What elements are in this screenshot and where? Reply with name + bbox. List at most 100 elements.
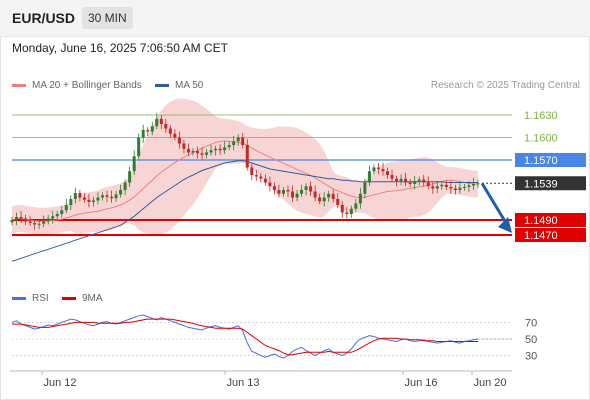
candle-body [408,182,412,184]
candle [313,185,317,202]
candle-body [444,184,448,187]
candle-body [309,186,313,192]
candle [462,184,466,191]
candle-body [55,214,59,217]
level-label-1.1630: 1.1630 [524,110,558,122]
legend-label: MA 50 [175,80,204,91]
candle-body [349,208,353,214]
candle [327,190,331,202]
candle-body [426,182,430,187]
legend-label: 9MA [82,293,103,304]
candle-body [137,137,141,157]
candle-body [191,151,195,153]
forecast-arrow-shaft [480,182,508,224]
candle-body [42,221,46,224]
candle [168,125,172,138]
rsi-line [11,314,479,359]
candle-body [10,220,14,223]
candle-body [449,187,453,189]
candle [37,219,41,229]
candle [15,212,19,226]
forecast-arrow-head [498,217,512,233]
candle-body [245,145,249,168]
candle [345,207,349,219]
legend-label: MA 20 + Bollinger Bands [32,80,142,91]
candle-body [223,147,227,151]
candle-body [214,148,218,151]
x-tick-label: Jun 13 [226,377,259,389]
candle [155,112,159,130]
level-label-box-1.1470 [515,228,586,242]
candle-body [318,197,322,202]
levels-layer: 1.1630 1.1600 1.1570 1.1539 1.1490 1.1470 [12,110,586,242]
candle-body [476,183,480,185]
candle [10,217,14,226]
candle-body [422,179,426,183]
candle [440,181,444,190]
candle [28,216,32,226]
candle-body [354,203,358,209]
candle [318,193,322,205]
candle [209,145,213,156]
candle [286,185,290,197]
candle-body [119,190,123,195]
bollinger-swatch [12,84,26,87]
candle [227,141,231,151]
candle [467,181,471,193]
candle [164,118,168,133]
interval-button[interactable]: 30 MIN [82,7,133,29]
candle [291,185,295,202]
candle-body [150,126,154,132]
candle [417,176,421,186]
candle-body [37,223,41,225]
level-label-1.1490: 1.1490 [524,215,558,227]
candle [408,178,412,187]
candle [390,169,394,182]
candle-body [200,153,204,155]
candle-body [91,200,95,202]
candle-body [241,137,245,145]
candle [69,195,73,211]
candle-body [381,169,385,172]
candle [150,121,154,136]
candle-body [15,217,19,220]
candle [281,187,285,197]
candle-body [96,197,100,201]
candle [322,192,326,207]
candle-body [195,151,199,154]
candle-body [69,199,73,205]
x-tick-label: Jun 20 [473,377,506,389]
candle [110,190,114,203]
candle-body [322,197,326,202]
candle [146,127,150,136]
candle [195,146,199,159]
datetime-label: Monday, June 16, 2025 7:06:50 AM CET [12,41,228,55]
candle [453,184,457,195]
candle-body [281,190,285,194]
forecast-arrow-layer [480,182,512,233]
candle-body [232,141,236,145]
ma50-swatch [155,84,169,87]
candle-body [417,179,421,181]
candle-body [404,178,408,183]
level-label-1.1600: 1.1600 [524,133,558,145]
candle-body [295,193,299,198]
bollinger-band-layer [12,98,478,235]
candle [277,184,281,198]
candle [105,190,109,202]
candle [426,176,430,190]
rsi-tick-50: 50 [525,334,537,346]
candle-body [19,217,23,219]
candle-body [376,167,380,169]
candle [250,163,254,181]
candle [254,169,258,181]
candle-body [105,195,109,197]
candle [404,172,408,187]
candle-body [272,186,276,190]
candle-body [205,152,209,155]
candle [435,181,439,193]
candle [395,175,399,187]
candle-body [453,188,457,190]
candle-body [164,124,168,129]
candle-body [173,133,177,138]
